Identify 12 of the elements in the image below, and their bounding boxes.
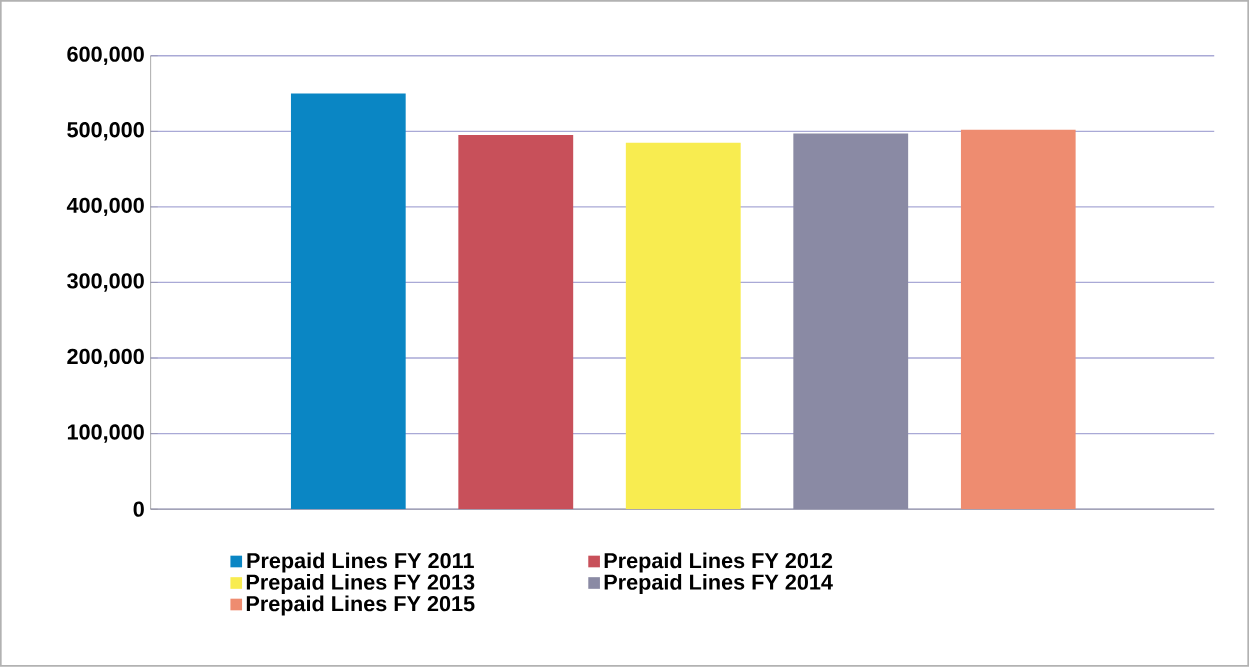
y-tick-label: 200,000	[67, 348, 144, 368]
y-tick-label: 100,000	[67, 424, 144, 443]
legend-label: Prepaid Lines FY 2013	[246, 574, 475, 595]
y-tick-label: 600,000	[67, 46, 144, 66]
legend-label: Prepaid Lines FY 2012	[604, 552, 833, 573]
y-tick-label: 400,000	[66, 197, 144, 217]
legend-label: Prepaid Lines FY 2015	[246, 595, 475, 616]
legend-label: Prepaid Lines FY 2011	[247, 552, 474, 573]
y-tick-label: 300,000	[67, 273, 144, 292]
legend-label: Prepaid Lines FY 2014	[604, 574, 833, 595]
y-tick-label: 500,000	[67, 122, 144, 141]
y-tick-label: 0	[133, 501, 144, 517]
